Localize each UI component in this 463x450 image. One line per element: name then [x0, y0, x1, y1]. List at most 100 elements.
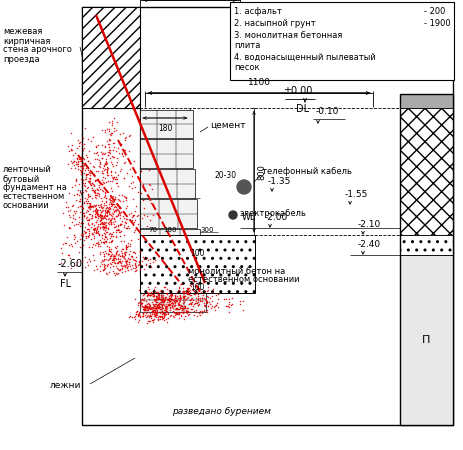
- Point: [73, 258, 81, 265]
- Point: [124, 254, 131, 261]
- Point: [147, 264, 154, 271]
- Point: [175, 292, 183, 299]
- Point: [107, 200, 115, 207]
- Point: [91, 207, 99, 214]
- Point: [138, 300, 145, 307]
- Point: [104, 204, 111, 212]
- Point: [67, 164, 75, 171]
- Point: [151, 311, 158, 319]
- Point: [171, 306, 178, 313]
- Point: [149, 307, 156, 314]
- Point: [156, 308, 163, 315]
- Point: [121, 248, 129, 256]
- Point: [82, 171, 90, 179]
- Point: [88, 229, 96, 236]
- Point: [148, 303, 156, 310]
- Point: [211, 302, 219, 310]
- Point: [87, 203, 94, 211]
- Point: [108, 122, 116, 129]
- Point: [122, 243, 130, 250]
- Point: [130, 211, 138, 218]
- Point: [85, 202, 92, 210]
- Point: [184, 288, 191, 295]
- Point: [59, 209, 66, 216]
- Point: [154, 289, 162, 296]
- Point: [105, 140, 112, 147]
- Point: [159, 292, 166, 299]
- Point: [149, 292, 156, 299]
- Point: [117, 220, 124, 227]
- Point: [180, 309, 188, 316]
- Point: [140, 306, 147, 314]
- Point: [120, 238, 127, 245]
- Point: [148, 307, 155, 315]
- Point: [131, 218, 138, 225]
- Point: [159, 301, 166, 308]
- Point: [153, 303, 161, 310]
- Point: [98, 234, 105, 241]
- Point: [92, 149, 99, 157]
- Point: [89, 230, 96, 237]
- Point: [112, 147, 119, 154]
- Point: [188, 286, 196, 293]
- Point: [94, 240, 101, 248]
- Point: [75, 248, 82, 256]
- Point: [95, 231, 103, 238]
- Point: [143, 303, 150, 310]
- Point: [189, 297, 196, 304]
- Point: [196, 307, 203, 314]
- Point: [146, 305, 154, 312]
- Point: [74, 220, 81, 228]
- Point: [80, 161, 88, 168]
- Point: [117, 141, 124, 148]
- Point: [143, 301, 150, 308]
- Point: [175, 299, 182, 306]
- Point: [66, 206, 74, 213]
- Point: [154, 315, 162, 322]
- Point: [111, 143, 118, 150]
- Point: [73, 156, 81, 163]
- Point: [211, 306, 219, 313]
- Point: [106, 131, 114, 138]
- Point: [105, 125, 112, 132]
- Point: [85, 204, 93, 211]
- Point: [165, 301, 172, 308]
- Point: [94, 220, 102, 228]
- Point: [98, 214, 105, 221]
- Point: [87, 224, 94, 231]
- Point: [103, 270, 110, 278]
- Point: [90, 182, 97, 189]
- Bar: [399, 255, 452, 425]
- Point: [163, 290, 170, 297]
- Point: [100, 150, 107, 158]
- Point: [122, 195, 129, 202]
- Bar: [140, 287, 206, 312]
- Point: [184, 293, 191, 300]
- Point: [195, 287, 202, 294]
- Point: [69, 214, 76, 221]
- Point: [181, 303, 188, 310]
- Point: [99, 220, 106, 227]
- Point: [163, 319, 170, 326]
- Point: [74, 191, 81, 198]
- Point: [143, 291, 150, 298]
- Point: [120, 231, 127, 239]
- Point: [158, 309, 165, 316]
- Point: [102, 215, 109, 222]
- Point: [74, 158, 81, 165]
- Point: [103, 160, 110, 167]
- Point: [90, 266, 98, 274]
- Point: [92, 144, 100, 151]
- Point: [150, 302, 158, 309]
- Bar: [140, 110, 193, 138]
- Point: [177, 294, 185, 302]
- Point: [127, 236, 134, 243]
- Point: [126, 165, 133, 172]
- Point: [169, 297, 176, 304]
- Point: [95, 192, 102, 199]
- Point: [107, 185, 114, 192]
- Point: [157, 286, 165, 293]
- Point: [121, 147, 129, 154]
- Point: [109, 140, 117, 147]
- Point: [173, 289, 181, 296]
